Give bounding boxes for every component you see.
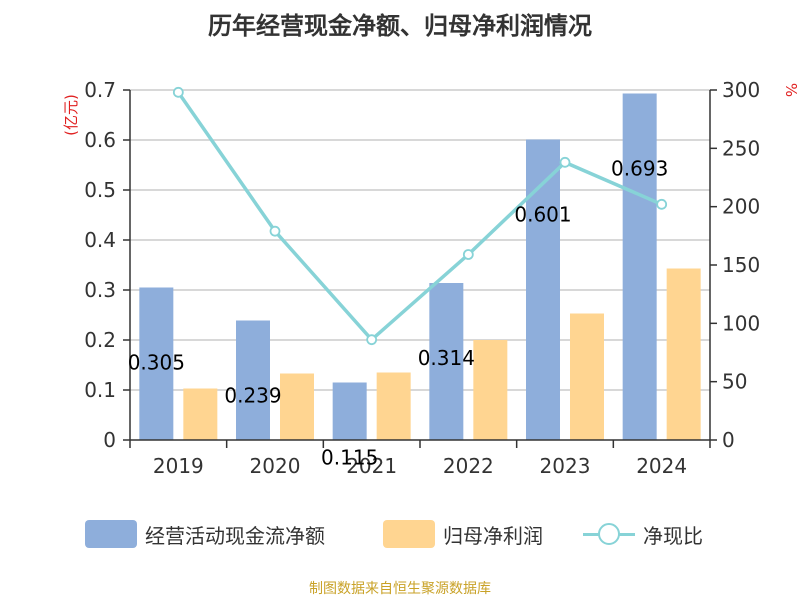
bar-profit bbox=[183, 388, 218, 440]
grid-lines bbox=[130, 89, 710, 391]
bar-cashflow bbox=[332, 382, 367, 440]
legend-label-cashflow: 经营活动现金流净额 bbox=[145, 523, 325, 548]
source-note: 制图数据来自恒生聚源数据库 bbox=[309, 581, 491, 597]
chart-title: 历年经营现金净额、归母净利润情况 bbox=[208, 12, 592, 40]
legend-label-ratio: 净现比 bbox=[643, 523, 703, 548]
x-tick-label: 2020 bbox=[250, 454, 301, 478]
ratio-point bbox=[269, 225, 281, 237]
bar-data-label: 0.305 bbox=[128, 351, 185, 375]
ratio-line bbox=[172, 86, 668, 346]
ratio-point bbox=[172, 86, 184, 98]
left-tick-label: 0.3 bbox=[84, 278, 116, 302]
bar-profit bbox=[570, 313, 604, 440]
x-tick-label: 2021 bbox=[346, 454, 397, 478]
bar-cashflow bbox=[429, 283, 464, 440]
left-tick-label: 0.2 bbox=[84, 328, 116, 352]
right-unit-label: % bbox=[782, 83, 800, 97]
legend-line-marker-icon bbox=[583, 520, 635, 548]
left-tick-label: 0.5 bbox=[84, 178, 116, 202]
right-tick-label: 50 bbox=[722, 370, 747, 394]
left-tick-label: 0 bbox=[103, 428, 116, 452]
right-tick-label: 150 bbox=[722, 253, 760, 277]
bar-data-label: 0.314 bbox=[418, 346, 475, 370]
bar-data-label: 0.693 bbox=[611, 157, 668, 181]
right-tick-label: 200 bbox=[722, 195, 760, 219]
bar-cashflow bbox=[139, 287, 174, 440]
bar-profit bbox=[473, 340, 508, 440]
legend-label-profit: 归母净利润 bbox=[443, 523, 543, 548]
legend-item-cashflow[interactable]: 经营活动现金流净额 bbox=[85, 517, 325, 551]
bar-profit bbox=[376, 372, 411, 440]
right-tick-label: 300 bbox=[722, 78, 760, 102]
right-tick-label: 100 bbox=[722, 311, 760, 335]
legend: 经营活动现金流净额 归母净利润 净现比 bbox=[0, 517, 800, 551]
legend-swatch-profit bbox=[383, 520, 435, 548]
left-tick-label: 0.6 bbox=[84, 128, 116, 152]
legend-item-profit[interactable]: 归母净利润 bbox=[383, 517, 543, 551]
bar-data-label: 0.115 bbox=[321, 446, 378, 470]
bar-profit bbox=[666, 268, 701, 440]
legend-swatch-cashflow bbox=[85, 520, 137, 548]
x-tick-label: 2024 bbox=[636, 454, 687, 478]
left-unit-label: (亿元) bbox=[62, 94, 80, 136]
ratio-point bbox=[462, 249, 474, 260]
bar-data-label: 0.239 bbox=[224, 384, 281, 408]
left-tick-label: 0.4 bbox=[84, 228, 116, 252]
bar-profit bbox=[280, 373, 314, 440]
data-labels: 0.305 0.239 0.115 0.314 0.601 0.693 bbox=[128, 157, 669, 470]
bar-cashflow bbox=[622, 93, 657, 440]
x-tick-label: 2023 bbox=[540, 454, 591, 478]
bars bbox=[139, 93, 701, 440]
bar-data-label: 0.601 bbox=[514, 203, 571, 227]
ratio-polyline bbox=[176, 91, 663, 343]
right-tick-label: 0 bbox=[722, 428, 735, 452]
ratio-point bbox=[366, 334, 378, 346]
ratio-point bbox=[559, 156, 571, 168]
bar-cashflow bbox=[236, 320, 270, 440]
right-tick-label: 250 bbox=[722, 136, 760, 160]
axes: 0 0.1 0.2 0.3 0.4 0.5 0.6 0.7 0 50 100 150 200 250 300… bbox=[62, 78, 800, 478]
bar-cashflow bbox=[526, 139, 560, 440]
legend-item-ratio[interactable]: 净现比 bbox=[583, 517, 703, 551]
x-tick-label: 2019 bbox=[153, 454, 204, 478]
x-tick-label: 2022 bbox=[443, 454, 494, 478]
chart-canvas: 0 0.1 0.2 0.3 0.4 0.5 0.6 0.7 0 50 100 150 200 250 300… bbox=[62, 78, 800, 478]
left-tick-label: 0.7 bbox=[84, 78, 116, 102]
ratio-point bbox=[656, 198, 668, 210]
left-tick-label: 0.1 bbox=[84, 378, 116, 402]
